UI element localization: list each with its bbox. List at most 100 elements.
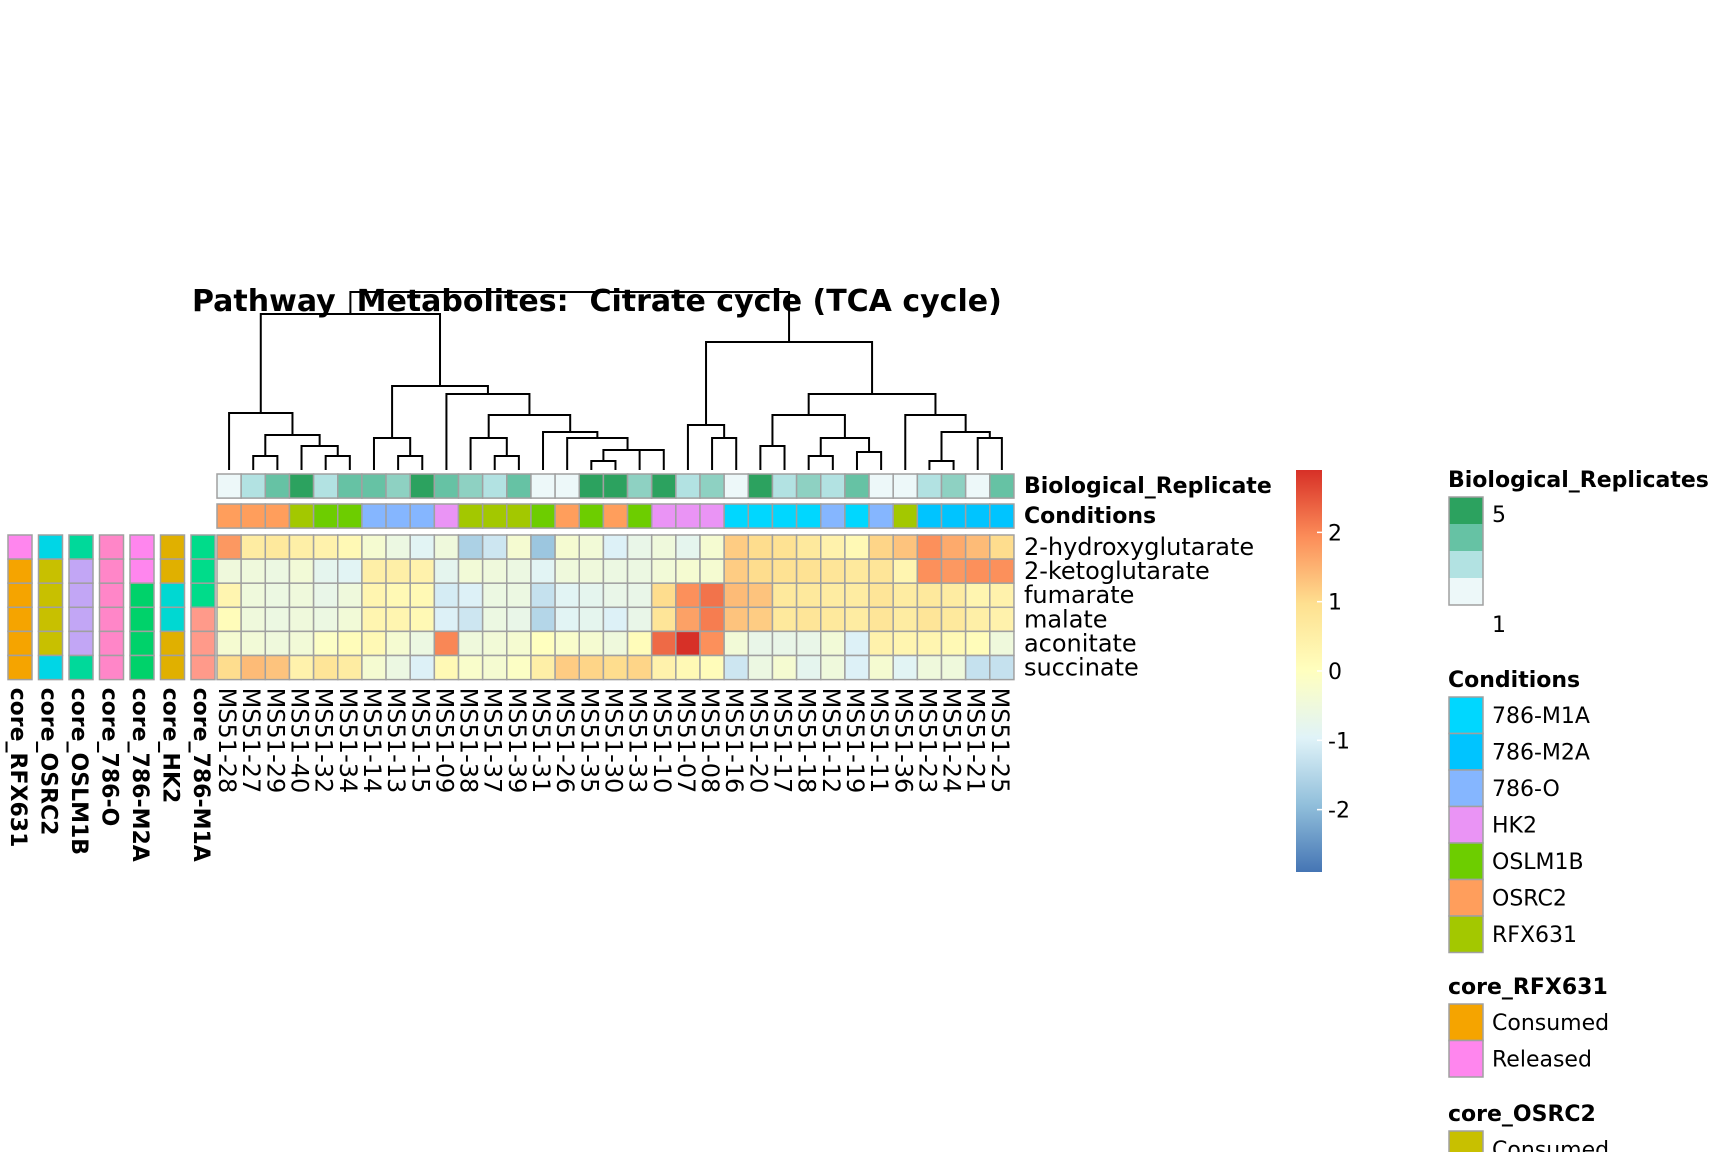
column-label: MS51-17 xyxy=(769,688,797,794)
column-annotation-cell xyxy=(868,503,894,529)
heatmap-cell xyxy=(409,534,436,560)
column-annotation-cell xyxy=(457,473,484,499)
row-annotation-cell xyxy=(37,534,64,560)
heatmap-cell xyxy=(578,582,605,609)
heatmap-cell xyxy=(626,582,653,609)
heatmap-cell xyxy=(771,558,798,584)
column-annotation-cell xyxy=(650,503,677,529)
row-annotation-cell xyxy=(129,606,155,633)
row-annotation-cell xyxy=(37,630,64,657)
dendrogram-branch xyxy=(819,437,871,456)
heatmap-cell xyxy=(554,606,580,633)
heatmap-cell xyxy=(409,606,436,633)
column-annotation-cell xyxy=(844,473,870,499)
column-label: MS51-20 xyxy=(744,688,772,794)
row-annotation-cell xyxy=(190,582,216,609)
column-label: MS51-39 xyxy=(503,688,531,794)
row-annotation-cell xyxy=(7,630,33,657)
heatmap-cell xyxy=(699,630,725,657)
heatmap-cell xyxy=(626,654,653,681)
heatmap-cell xyxy=(916,654,943,681)
dendrogram-branch xyxy=(686,424,726,470)
dendrogram-branch xyxy=(940,431,991,461)
heatmap-cell xyxy=(506,534,532,560)
heatmap-cell xyxy=(892,582,919,609)
column-annotation-cell xyxy=(916,473,943,499)
row-annotation-cell xyxy=(159,534,186,560)
heatmap-cell xyxy=(964,582,991,609)
row-annotation-cell xyxy=(190,606,216,633)
heatmap-cell xyxy=(216,558,242,584)
heatmap-cell xyxy=(312,534,339,560)
column-annotation-cell xyxy=(288,473,315,499)
row-label: malate xyxy=(1024,605,1108,633)
heatmap-cell xyxy=(506,582,532,609)
row-annotation-cell xyxy=(129,654,155,681)
heatmap-cell xyxy=(361,558,387,584)
row-annotation-cell xyxy=(129,558,155,584)
heatmap-cell xyxy=(916,630,943,657)
column-annotation-cell xyxy=(433,503,460,529)
heatmap-cell xyxy=(868,606,894,633)
dendrogram-branch xyxy=(372,437,412,470)
heatmap-cell xyxy=(892,558,919,584)
heatmap-cell xyxy=(989,534,1015,560)
heatmap-cell xyxy=(554,582,580,609)
heatmap-cell xyxy=(892,534,919,560)
column-label: MS51-07 xyxy=(672,688,700,794)
column-annotation-cell xyxy=(650,473,677,499)
row-label: 2-ketoglutarate xyxy=(1024,557,1210,585)
heatmap-cell xyxy=(433,534,460,560)
heatmap-cell xyxy=(650,582,677,609)
heatmap-cell xyxy=(795,582,822,609)
heatmap-cell xyxy=(916,582,943,609)
heatmap-cell xyxy=(433,558,460,584)
column-label: MS51-30 xyxy=(599,688,627,794)
heatmap-cell xyxy=(457,534,484,560)
row-annotation-cell xyxy=(68,654,94,681)
row-annotation-cell xyxy=(37,606,64,633)
column-dendrogram xyxy=(228,291,1003,470)
heatmap-cell xyxy=(216,582,242,609)
column-label: MS51-10 xyxy=(648,688,676,794)
column-annotations: Biological_Replicate Conditions xyxy=(216,473,1272,529)
legend-label: Consumed xyxy=(1492,1138,1609,1152)
column-label: MS51-29 xyxy=(261,688,289,794)
heatmap-cell xyxy=(312,558,339,584)
heatmap-cell xyxy=(795,654,822,681)
column-annotation-cell xyxy=(312,503,339,529)
column-annotation-cell xyxy=(892,473,919,499)
column-annotation-cell xyxy=(747,473,774,499)
heatmap-cell xyxy=(602,558,629,584)
column-label: MS51-36 xyxy=(889,688,917,794)
row-annotations: core_RFX631 core_OSRC2 core_OSLM1B core_786… xyxy=(5,534,216,862)
column-label: MS51-14 xyxy=(358,688,386,794)
dendrogram-branch xyxy=(493,455,520,470)
heatmap-cell xyxy=(675,606,701,633)
column-label: MS51-38 xyxy=(455,688,483,794)
column-label: MS51-24 xyxy=(938,688,966,794)
row-annotation-label: core_OSRC2 xyxy=(36,688,61,836)
column-label: MS51-23 xyxy=(913,688,941,794)
heatmap-cell xyxy=(337,654,363,681)
row-annotation-cell xyxy=(98,582,125,609)
row-annotation-cell xyxy=(129,630,155,657)
column-annotation-cell xyxy=(385,473,411,499)
heatmap-cell xyxy=(916,558,943,584)
column-annotation-cell xyxy=(554,503,580,529)
heatmap-cell xyxy=(337,606,363,633)
heatmap-cell xyxy=(940,534,967,560)
column-annotation-cell xyxy=(240,473,267,499)
heatmap-cell xyxy=(481,630,508,657)
heatmap-cell xyxy=(771,582,798,609)
legend-swatch xyxy=(1448,878,1484,917)
row-annotation-cell xyxy=(98,654,125,681)
row-annotation-cell xyxy=(37,558,64,584)
column-annotation-cell xyxy=(626,503,653,529)
heatmap-cell xyxy=(771,534,798,560)
row-annotation-label: core_786-O xyxy=(97,688,122,827)
column-annotation-cell xyxy=(288,503,315,529)
heatmap-cell xyxy=(675,534,701,560)
annotation-legends: Biological_Replicates 5 1 Conditions 786-M1A… xyxy=(1448,468,1709,1152)
column-label: MS51-31 xyxy=(527,688,555,794)
